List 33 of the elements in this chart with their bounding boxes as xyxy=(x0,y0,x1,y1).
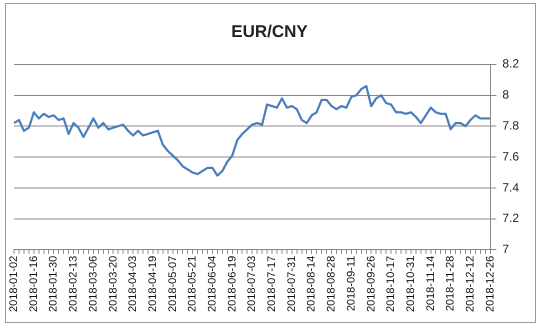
x-tick-label: 2018-05-07 xyxy=(166,256,179,312)
x-tick-label: 2018-06-04 xyxy=(206,256,218,312)
y-tick-label: 8.2 xyxy=(502,56,520,71)
x-tick-label: 2018-12-26 xyxy=(484,256,496,312)
y-tick-label: 7 xyxy=(502,242,510,256)
x-tick-label: 2018-07-17 xyxy=(266,256,278,312)
x-tick-label: 2018-08-14 xyxy=(306,256,318,312)
x-tick-label: 2018-03-20 xyxy=(107,256,120,312)
x-tick-label: 2018-04-19 xyxy=(146,256,159,312)
x-tick-label: 2018-01-02 xyxy=(8,256,20,312)
x-tick-label: 2018-05-21 xyxy=(186,256,199,312)
x-tick-label: 2018-08-28 xyxy=(326,256,338,312)
x-tick-label: 2018-06-19 xyxy=(226,256,238,312)
x-tick-label: 2018-11-14 xyxy=(424,256,437,312)
x-tick-label: 2018-04-03 xyxy=(127,256,140,312)
y-tick-label: 7.6 xyxy=(502,149,520,164)
x-tick-label: 2018-10-31 xyxy=(404,256,417,312)
y-tick-label: 7.4 xyxy=(502,180,520,194)
x-tick-label: 2018-09-26 xyxy=(365,256,378,312)
y-tick-label: 8 xyxy=(502,88,510,102)
x-tick-label: 2018-09-11 xyxy=(345,256,358,312)
x-tick-label: 2018-03-06 xyxy=(87,256,100,312)
y-tick-label: 7.2 xyxy=(502,211,520,226)
x-tick-label: 2018-07-31 xyxy=(286,256,298,312)
x-tick-label: 2018-01-30 xyxy=(48,256,60,312)
chart-title: EUR/CNY xyxy=(231,22,308,41)
x-tick-label: 2018-01-16 xyxy=(28,256,40,312)
x-tick-label: 2018-11-28 xyxy=(444,256,457,312)
x-tick-label: 2018-07-03 xyxy=(246,256,258,312)
x-tick-label: 2018-12-12 xyxy=(464,256,477,312)
x-tick-label: 2018-10-17 xyxy=(385,256,398,312)
x-tick-label: 2018-02-13 xyxy=(68,256,80,312)
y-tick-label: 7.8 xyxy=(502,118,520,132)
